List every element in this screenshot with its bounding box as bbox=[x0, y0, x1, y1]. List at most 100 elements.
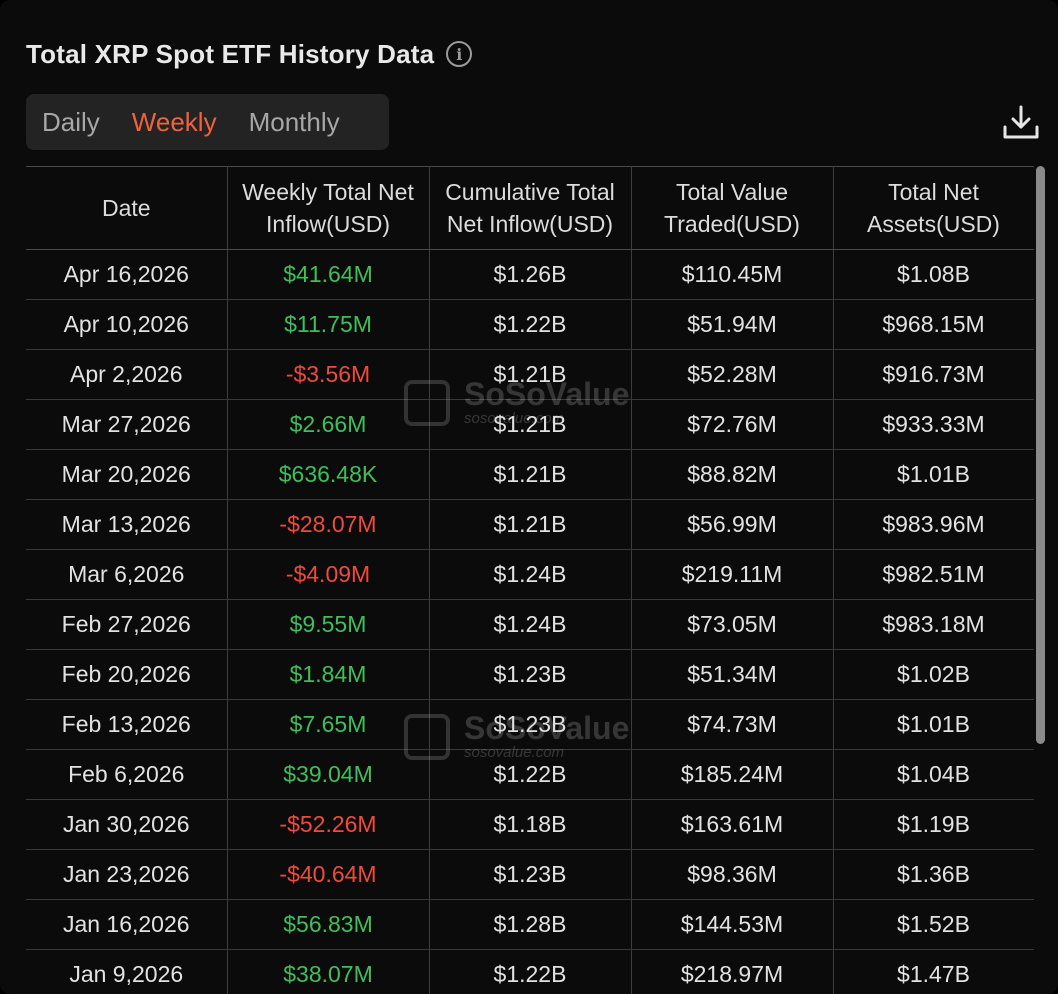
cell-cumulative-inflow: $1.26B bbox=[429, 249, 632, 300]
cell-weekly-inflow: $41.64M bbox=[227, 249, 430, 300]
period-tabs: Daily Weekly Monthly bbox=[26, 94, 389, 150]
cell-weekly-inflow: $1.84M bbox=[227, 649, 430, 700]
column-header-date[interactable]: Date bbox=[26, 166, 228, 250]
table-body: Apr 16,2026 $41.64M $1.26B $110.45M $1.08B Ap… bbox=[26, 249, 1034, 994]
cell-net-assets: $1.01B bbox=[833, 449, 1034, 500]
cell-cumulative-inflow: $1.21B bbox=[429, 449, 632, 500]
cell-date: Jan 9,2026 bbox=[26, 949, 228, 994]
tab-daily[interactable]: Daily bbox=[42, 106, 100, 137]
cell-date: Feb 13,2026 bbox=[26, 699, 228, 750]
cell-value-traded: $219.11M bbox=[631, 549, 834, 600]
cell-net-assets: $916.73M bbox=[833, 349, 1034, 400]
cell-value-traded: $74.73M bbox=[631, 699, 834, 750]
cell-weekly-inflow: $7.65M bbox=[227, 699, 430, 750]
cell-date: Jan 30,2026 bbox=[26, 799, 228, 850]
cell-net-assets: $1.02B bbox=[833, 649, 1034, 700]
cell-value-traded: $185.24M bbox=[631, 749, 834, 800]
cell-cumulative-inflow: $1.23B bbox=[429, 649, 632, 700]
cell-cumulative-inflow: $1.24B bbox=[429, 599, 632, 650]
cell-date: Feb 27,2026 bbox=[26, 599, 228, 650]
page-title: Total XRP Spot ETF History Data bbox=[26, 38, 435, 69]
cell-weekly-inflow: $39.04M bbox=[227, 749, 430, 800]
table-row[interactable]: Mar 13,2026 -$28.07M $1.21B $56.99M $983.96M bbox=[26, 499, 1034, 550]
cell-value-traded: $218.97M bbox=[631, 949, 834, 994]
table-row[interactable]: Feb 27,2026 $9.55M $1.24B $73.05M $983.18M bbox=[26, 599, 1034, 650]
cell-value-traded: $88.82M bbox=[631, 449, 834, 500]
cell-date: Mar 20,2026 bbox=[26, 449, 228, 500]
cell-weekly-inflow: -$40.64M bbox=[227, 849, 430, 900]
table-row[interactable]: Jan 9,2026 $38.07M $1.22B $218.97M $1.47B bbox=[26, 949, 1034, 994]
cell-weekly-inflow: -$4.09M bbox=[227, 549, 430, 600]
table-row[interactable]: Feb 6,2026 $39.04M $1.22B $185.24M $1.04B bbox=[26, 749, 1034, 800]
download-icon[interactable] bbox=[1002, 103, 1040, 141]
cell-value-traded: $51.94M bbox=[631, 299, 834, 350]
cell-cumulative-inflow: $1.23B bbox=[429, 699, 632, 750]
cell-weekly-inflow: $56.83M bbox=[227, 899, 430, 950]
table-header-row: Date Weekly Total Net Inflow(USD) Cumula… bbox=[26, 166, 1034, 250]
info-icon[interactable]: i bbox=[446, 41, 473, 67]
cell-net-assets: $1.52B bbox=[833, 899, 1034, 950]
cell-cumulative-inflow: $1.23B bbox=[429, 849, 632, 900]
cell-weekly-inflow: -$52.26M bbox=[227, 799, 430, 850]
column-header-net-assets[interactable]: Total Net Assets(USD) bbox=[833, 166, 1034, 250]
cell-date: Feb 6,2026 bbox=[26, 749, 228, 800]
table-row[interactable]: Apr 2,2026 -$3.56M $1.21B $52.28M $916.73M bbox=[26, 349, 1034, 400]
column-header-value-traded[interactable]: Total Value Traded(USD) bbox=[631, 166, 834, 250]
cell-cumulative-inflow: $1.24B bbox=[429, 549, 632, 600]
table-row[interactable]: Jan 23,2026 -$40.64M $1.23B $98.36M $1.36B bbox=[26, 849, 1034, 900]
cell-cumulative-inflow: $1.18B bbox=[429, 799, 632, 850]
cell-weekly-inflow: $11.75M bbox=[227, 299, 430, 350]
cell-value-traded: $72.76M bbox=[631, 399, 834, 450]
cell-cumulative-inflow: $1.28B bbox=[429, 899, 632, 950]
cell-value-traded: $98.36M bbox=[631, 849, 834, 900]
table-row[interactable]: Apr 10,2026 $11.75M $1.22B $51.94M $968.15M bbox=[26, 299, 1034, 350]
table-row[interactable]: Jan 16,2026 $56.83M $1.28B $144.53M $1.52B bbox=[26, 899, 1034, 950]
cell-date: Jan 23,2026 bbox=[26, 849, 228, 900]
table-row[interactable]: Mar 27,2026 $2.66M $1.21B $72.76M $933.33M bbox=[26, 399, 1034, 450]
cell-weekly-inflow: $9.55M bbox=[227, 599, 430, 650]
cell-cumulative-inflow: $1.21B bbox=[429, 399, 632, 450]
cell-weekly-inflow: -$28.07M bbox=[227, 499, 430, 550]
cell-net-assets: $1.19B bbox=[833, 799, 1034, 850]
tab-weekly[interactable]: Weekly bbox=[131, 106, 217, 137]
cell-date: Apr 16,2026 bbox=[26, 249, 228, 300]
cell-date: Mar 6,2026 bbox=[26, 549, 228, 600]
cell-net-assets: $1.47B bbox=[833, 949, 1034, 994]
table-row[interactable]: Mar 20,2026 $636.48K $1.21B $88.82M $1.01B bbox=[26, 449, 1034, 500]
table-row[interactable]: Mar 6,2026 -$4.09M $1.24B $219.11M $982.51M bbox=[26, 549, 1034, 600]
cell-net-assets: $968.15M bbox=[833, 299, 1034, 350]
cell-net-assets: $983.18M bbox=[833, 599, 1034, 650]
cell-weekly-inflow: $2.66M bbox=[227, 399, 430, 450]
cell-cumulative-inflow: $1.21B bbox=[429, 499, 632, 550]
cell-date: Mar 13,2026 bbox=[26, 499, 228, 550]
column-header-weekly-inflow[interactable]: Weekly Total Net Inflow(USD) bbox=[227, 166, 430, 250]
cell-value-traded: $73.05M bbox=[631, 599, 834, 650]
title-row: Total XRP Spot ETF History Data i bbox=[26, 34, 473, 74]
cell-net-assets: $982.51M bbox=[833, 549, 1034, 600]
cell-value-traded: $163.61M bbox=[631, 799, 834, 850]
cell-cumulative-inflow: $1.22B bbox=[429, 299, 632, 350]
cell-cumulative-inflow: $1.21B bbox=[429, 349, 632, 400]
column-header-cumulative-inflow[interactable]: Cumulative Total Net Inflow(USD) bbox=[429, 166, 632, 250]
table-row[interactable]: Apr 16,2026 $41.64M $1.26B $110.45M $1.08B bbox=[26, 249, 1034, 300]
cell-value-traded: $52.28M bbox=[631, 349, 834, 400]
cell-cumulative-inflow: $1.22B bbox=[429, 949, 632, 994]
cell-date: Feb 20,2026 bbox=[26, 649, 228, 700]
table-row[interactable]: Feb 20,2026 $1.84M $1.23B $51.34M $1.02B bbox=[26, 649, 1034, 700]
cell-value-traded: $110.45M bbox=[631, 249, 834, 300]
cell-net-assets: $983.96M bbox=[833, 499, 1034, 550]
table-row[interactable]: Feb 13,2026 $7.65M $1.23B $74.73M $1.01B bbox=[26, 699, 1034, 750]
table-row[interactable]: Jan 30,2026 -$52.26M $1.18B $163.61M $1.19B bbox=[26, 799, 1034, 850]
tab-monthly[interactable]: Monthly bbox=[248, 106, 340, 137]
cell-value-traded: $51.34M bbox=[631, 649, 834, 700]
cell-net-assets: $1.04B bbox=[833, 749, 1034, 800]
cell-date: Apr 10,2026 bbox=[26, 299, 228, 350]
cell-value-traded: $144.53M bbox=[631, 899, 834, 950]
cell-weekly-inflow: $38.07M bbox=[227, 949, 430, 994]
table-scrollbar[interactable] bbox=[1036, 166, 1045, 744]
cell-net-assets: $1.08B bbox=[833, 249, 1034, 300]
history-table-container: Date Weekly Total Net Inflow(USD) Cumula… bbox=[26, 166, 1034, 994]
cell-date: Jan 16,2026 bbox=[26, 899, 228, 950]
cell-weekly-inflow: -$3.56M bbox=[227, 349, 430, 400]
